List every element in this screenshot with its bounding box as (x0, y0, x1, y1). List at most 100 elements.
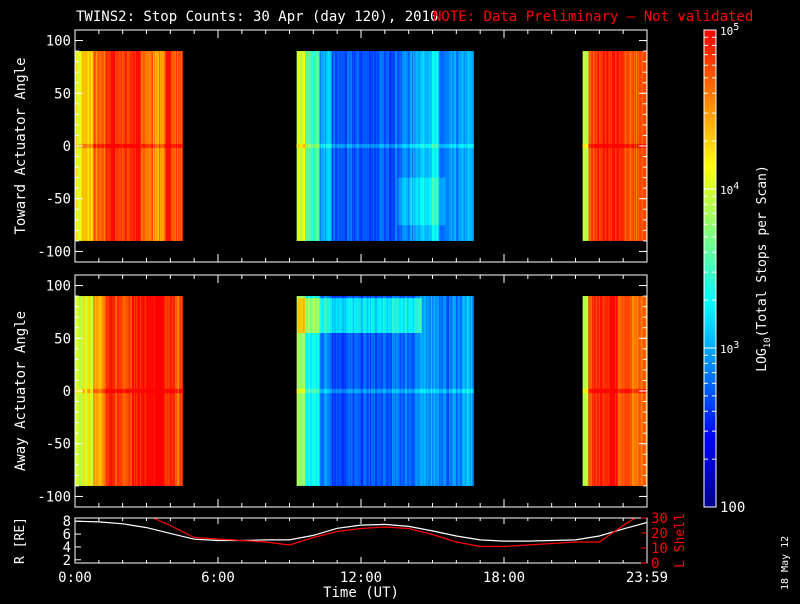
heatmap-zero-band (382, 143, 385, 149)
preliminary-note: NOTE: Data Preliminary – Not validated (433, 9, 753, 25)
heatmap-zero-band (141, 388, 144, 394)
heatmap-zero-band (582, 388, 585, 394)
heatmap-lower-band (439, 177, 442, 226)
heatmap-upper-band (343, 298, 345, 333)
heatmap-zero-band (398, 388, 401, 394)
heatmap-zero-band (156, 388, 159, 394)
heatmap-zero-band (136, 388, 139, 394)
heatmap-zero-band (613, 388, 615, 394)
heatmap-zero-band (319, 143, 322, 149)
heatmap-zero-band (393, 388, 396, 394)
heatmap-zero-band (297, 143, 300, 149)
heatmap-zero-band (97, 388, 100, 394)
heatmap-zero-band (120, 143, 123, 149)
heatmap-zero-band (422, 143, 425, 149)
heatmap-zero-band (417, 143, 420, 149)
y-tick-label: 0 (63, 384, 71, 400)
heatmap-upper-band (399, 298, 402, 333)
heatmap-zero-band (402, 143, 405, 149)
heatmap-zero-band (316, 143, 319, 149)
y-tick-label: -100 (37, 489, 71, 505)
heatmap-zero-band (634, 388, 636, 394)
heatmap-zero-band (142, 388, 145, 394)
heatmap-zero-band (604, 388, 607, 394)
heatmap-lower-band (417, 177, 420, 226)
heatmap-upper-band (348, 298, 350, 333)
heatmap-upper-band (400, 298, 403, 333)
heatmap-upper-band (394, 298, 397, 333)
heatmap-upper-band (356, 298, 359, 333)
heatmap-upper-band (385, 298, 387, 333)
heatmap-zero-band (353, 143, 356, 149)
heatmap-zero-band (379, 143, 382, 149)
x-tick-label: 6:00 (201, 570, 235, 586)
heatmap-zero-band (593, 388, 595, 394)
toward-heatmap (75, 51, 647, 241)
heatmap-zero-band (607, 388, 609, 394)
heatmap-upper-band (305, 298, 307, 333)
heatmap-zero-band (132, 143, 134, 149)
heatmap-zero-band (306, 143, 308, 149)
heatmap-zero-band (616, 143, 618, 149)
heatmap-zero-band (397, 388, 400, 394)
heatmap-upper-band (363, 298, 365, 333)
heatmap-upper-band (323, 298, 325, 333)
heatmap-zero-band (355, 388, 358, 394)
heatmap-upper-band (313, 298, 316, 333)
heatmap-upper-band (351, 298, 354, 333)
heatmap-zero-band (631, 388, 633, 394)
heatmap-upper-band (302, 298, 304, 333)
heatmap-zero-band (144, 388, 147, 394)
heatmap-zero-band (330, 143, 333, 149)
heatmap-upper-band (344, 298, 346, 333)
heatmap-zero-band (101, 388, 104, 394)
heatmap-zero-band (397, 143, 400, 149)
heatmap-zero-band (147, 388, 150, 394)
heatmap-zero-band (95, 388, 98, 394)
heatmap-zero-band (130, 388, 132, 394)
heatmap-zero-band (86, 143, 88, 149)
heatmap-upper-band (403, 298, 405, 333)
heatmap-zero-band (428, 388, 430, 394)
heatmap-zero-band (583, 388, 586, 394)
heatmap-zero-band (97, 143, 100, 149)
heatmap-zero-band (297, 388, 300, 394)
heatmap-upper-band (337, 298, 340, 333)
heatmap-zero-band (322, 143, 324, 149)
heatmap-zero-band (582, 143, 585, 149)
heatmap-upper-band (410, 298, 412, 333)
heatmap-lower-band (410, 177, 412, 226)
heatmap-zero-band (401, 143, 404, 149)
r-tick-label: 6 (63, 527, 71, 543)
heatmap-zero-band (147, 143, 150, 149)
heatmap-zero-band (370, 143, 372, 149)
heatmap-upper-band (341, 298, 344, 333)
heatmap-zero-band (149, 143, 151, 149)
heatmap-lower-band (398, 177, 401, 226)
heatmap-upper-band (377, 298, 380, 333)
heatmap-upper-band (331, 298, 334, 333)
r-tick-label: 8 (63, 514, 71, 530)
heatmap-zero-band (330, 143, 332, 149)
heatmap-zero-band (457, 143, 460, 149)
heatmap-lower-band (404, 177, 406, 226)
heatmap-zero-band (586, 388, 589, 394)
heatmap-zero-band (430, 143, 432, 149)
heatmap-upper-band (328, 298, 330, 333)
heatmap-lower-band (434, 177, 437, 226)
heatmap-zero-band (359, 388, 362, 394)
heatmap-zero-band (587, 388, 589, 394)
heatmap-zero-band (302, 143, 304, 149)
heatmap-zero-band (583, 143, 586, 149)
heatmap-zero-band (86, 388, 88, 394)
heatmap-upper-band (361, 298, 364, 333)
heatmap-zero-band (328, 143, 330, 149)
heatmap-zero-band (635, 388, 637, 394)
heatmap-zero-band (447, 143, 449, 149)
heatmap-upper-band (309, 298, 311, 333)
heatmap-zero-band (433, 388, 436, 394)
heatmap-zero-band (107, 388, 109, 394)
heatmap-zero-band (416, 388, 419, 394)
heatmap-zero-band (372, 143, 375, 149)
heatmap-zero-band (167, 143, 170, 149)
